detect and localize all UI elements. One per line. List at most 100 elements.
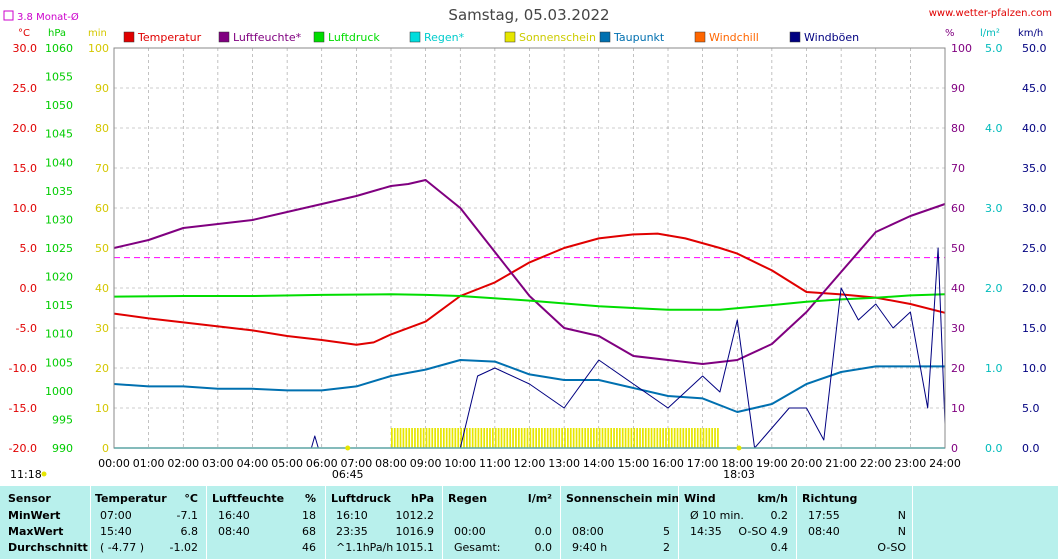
pressure-tick: 1040	[45, 156, 73, 169]
press-time: 16:10	[336, 509, 368, 522]
time-tick: 13:00	[548, 457, 580, 470]
hum-time: 16:40	[218, 509, 250, 522]
sun-value: 5	[663, 525, 670, 538]
wind-tick: 5.0	[1022, 402, 1040, 415]
pressure-tick: 1010	[45, 328, 73, 341]
time-tick: 07:00	[341, 457, 373, 470]
pct-tick: 20	[951, 362, 965, 375]
sunshine-bar	[460, 428, 462, 448]
legend-swatch	[504, 31, 516, 43]
temp-time: 07:00	[100, 509, 132, 522]
sunshine-bars	[391, 428, 719, 448]
time-tick: 18:00	[721, 457, 753, 470]
pct-tick: 0	[951, 442, 958, 455]
sunshine-bar	[696, 428, 699, 448]
pct-unit: %	[945, 28, 955, 39]
sunshine-bar	[396, 428, 399, 448]
sunshine-bar	[451, 428, 454, 448]
sunshine-bar	[442, 428, 445, 448]
pct-tick: 60	[951, 202, 965, 215]
sunshine-bar	[541, 428, 543, 448]
sunshine-bar	[512, 428, 514, 448]
column-divider	[90, 486, 91, 559]
legend-label: Windchill	[709, 31, 759, 44]
site-link[interactable]: www.wetter-pfalzen.com	[929, 8, 1052, 19]
min-tick: 20	[95, 362, 109, 375]
sunshine-bar	[717, 428, 719, 448]
hum-value: 68	[302, 525, 316, 538]
sunrise-label: 06:45	[332, 468, 364, 481]
rain-tick: 3.0	[985, 202, 1003, 215]
min-tick: 70	[95, 162, 109, 175]
updated-time: 11:18	[10, 468, 42, 481]
sunshine-bar	[448, 428, 451, 448]
dir-time: 17:55	[808, 509, 840, 522]
pressure-tick: 1025	[45, 242, 73, 255]
sunshine-bar	[613, 428, 615, 448]
sunshine-bar	[549, 428, 552, 448]
time-tick: 02:00	[167, 457, 199, 470]
sunshine-bar	[598, 428, 601, 448]
wind-value: 0.2	[770, 509, 789, 522]
sunshine-bar	[552, 428, 555, 448]
sunshine-bar	[699, 428, 702, 448]
sunshine-bar	[486, 428, 488, 448]
rain-unit: l/m²	[980, 28, 1000, 39]
sunshine-bar	[529, 428, 532, 448]
time-tick: 22:00	[860, 457, 892, 470]
wind-tick: 35.0	[1022, 162, 1047, 175]
sunshine-bar	[491, 428, 494, 448]
sunshine-bar	[639, 428, 641, 448]
hdr-press-unit: hPa	[410, 492, 434, 505]
min-tick: 40	[95, 282, 109, 295]
sunshine-bar	[621, 428, 624, 448]
sunshine-bar	[592, 428, 595, 448]
temp-time: ( -4.77 )	[100, 541, 145, 554]
row-label: Durchschnitt	[8, 541, 88, 554]
sunshine-bar	[463, 428, 465, 448]
rain-tick: 2.0	[985, 282, 1003, 295]
sunset-marker	[736, 445, 742, 451]
sunshine-bar	[618, 428, 621, 448]
hdr-wind: Wind	[684, 492, 716, 505]
sunshine-bar	[535, 428, 538, 448]
sunshine-bar	[561, 428, 563, 448]
hum-time: 08:40	[218, 525, 250, 538]
legend-label: Windböen	[804, 31, 859, 44]
sunshine-bar	[590, 428, 592, 448]
pressure-tick: 1030	[45, 213, 73, 226]
sunshine-bar	[604, 428, 607, 448]
time-tick: 06:00	[306, 457, 338, 470]
rain-time: Gesamt:	[454, 541, 501, 554]
rain-tick: 4.0	[985, 122, 1003, 135]
series-temperatur	[113, 232, 946, 346]
sunshine-bar	[630, 428, 633, 448]
time-tick: 08:00	[375, 457, 407, 470]
hdr-rain: Regen	[448, 492, 488, 505]
time-tick: 15:00	[618, 457, 650, 470]
wind-tick: 25.0	[1022, 242, 1047, 255]
sunshine-bar	[558, 428, 561, 448]
min-tick: 100	[88, 42, 109, 55]
time-tick: 03:00	[202, 457, 234, 470]
press-value: 1012.2	[395, 509, 435, 522]
time-tick: 17:00	[687, 457, 719, 470]
sunshine-bar	[714, 428, 716, 448]
wind-unit: km/h	[1018, 28, 1043, 39]
time-tick: 21:00	[825, 457, 857, 470]
temp-tick: 10.0	[13, 202, 38, 215]
column-divider	[560, 486, 561, 559]
sunshine-bar	[405, 428, 408, 448]
sunshine-bar	[679, 428, 682, 448]
sunshine-bar	[665, 428, 667, 448]
sunset-label: 18:03	[723, 468, 755, 481]
temp-value: -1.02	[169, 541, 198, 554]
column-divider	[678, 486, 679, 559]
sunshine-bar	[445, 428, 448, 448]
sunshine-bar	[466, 428, 468, 448]
pct-tick: 30	[951, 322, 965, 335]
dir-value: N	[897, 509, 906, 522]
time-tick: 09:00	[410, 457, 442, 470]
press-value: 1016.9	[395, 525, 435, 538]
time-tick: 11:00	[479, 457, 511, 470]
